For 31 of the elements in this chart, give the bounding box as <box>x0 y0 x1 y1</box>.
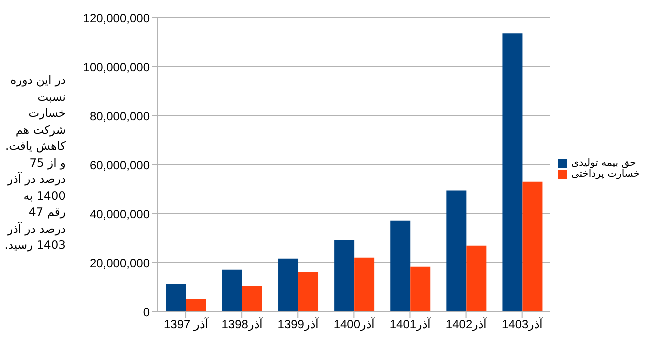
bar <box>522 182 543 312</box>
x-tick-label: آذر1403 <box>502 316 544 332</box>
x-tick-label: آذر1400 <box>334 316 376 332</box>
bar <box>410 266 431 312</box>
x-tick-label: آذر1398 <box>222 316 264 332</box>
x-tick-label: آذر1401 <box>390 316 432 332</box>
y-tick-label: 60,000,000 <box>90 158 150 172</box>
legend-label: خسارت پرداختی <box>571 169 640 180</box>
y-tick-label: 40,000,000 <box>90 207 150 222</box>
x-tick-label: آذر1402 <box>446 316 488 332</box>
text: در این دوره نسبت خسارت شرکت هم کاهش یافت. و از 75 درصد در آذر 1400 به رقم 47 درصد در آذر 1403 رسید. <box>4 73 66 252</box>
bar <box>334 240 355 312</box>
bar <box>466 246 487 312</box>
legend-label: حق بیمه تولیدی <box>571 158 636 169</box>
x-tick-label: آذر1399 <box>278 316 320 332</box>
bar <box>242 286 262 312</box>
y-tick-label: 100,000,000 <box>83 60 150 74</box>
x-tick-label: آذر 1397 <box>164 316 210 332</box>
y-tick-label: 120,000,000 <box>83 11 150 26</box>
bar <box>502 34 523 312</box>
bar <box>298 272 319 312</box>
bar <box>166 284 186 312</box>
bar <box>222 270 242 312</box>
bar <box>278 258 299 312</box>
bar <box>446 190 467 312</box>
bar <box>186 299 206 312</box>
bar <box>354 258 375 312</box>
y-tick-label: 80,000,000 <box>90 109 150 124</box>
y-tick-label: 0 <box>143 305 150 320</box>
bar <box>390 220 411 312</box>
y-tick-label: 20,000,000 <box>90 256 150 270</box>
